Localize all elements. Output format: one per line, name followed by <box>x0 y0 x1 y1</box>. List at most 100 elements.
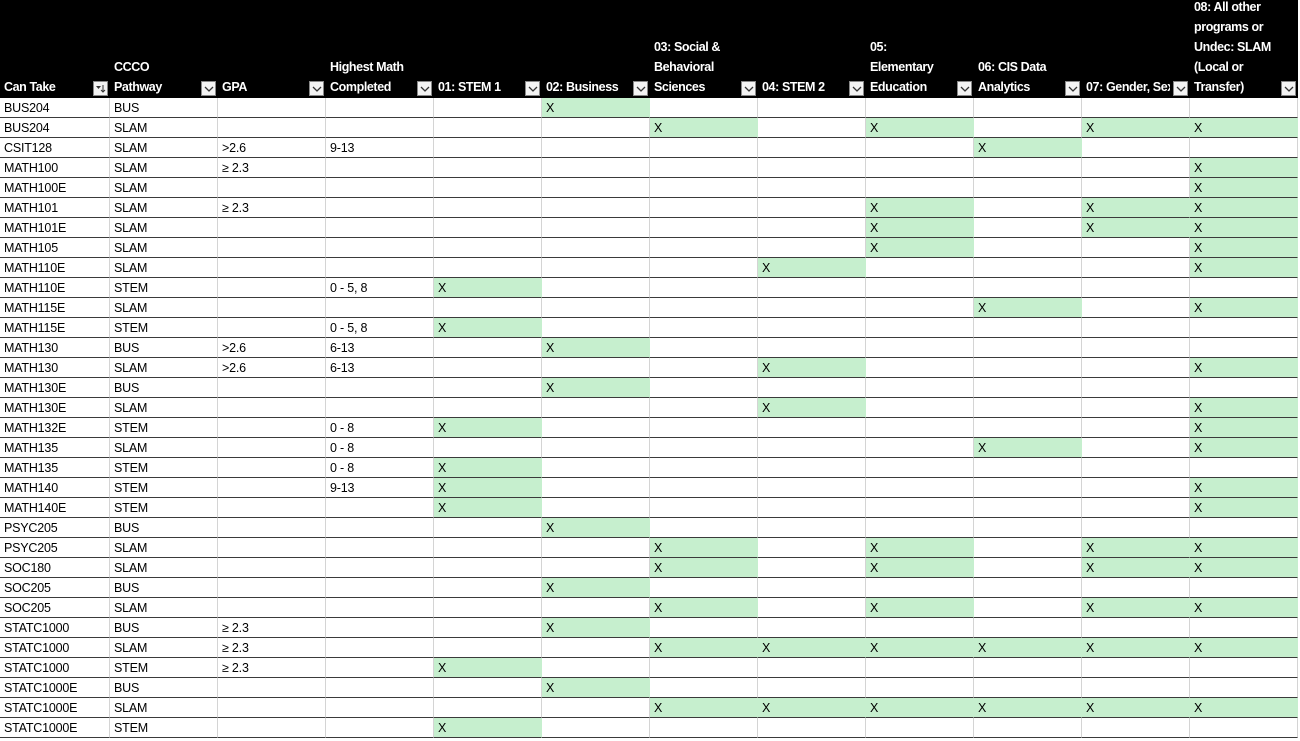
cell <box>650 318 758 338</box>
dropdown-icon <box>960 86 970 92</box>
cell <box>866 498 974 518</box>
cell: MATH115E <box>0 298 110 318</box>
eligible-cell: X <box>1190 218 1298 238</box>
cell <box>218 418 326 438</box>
cell: STEM <box>110 498 218 518</box>
cell <box>218 318 326 338</box>
cell <box>434 238 542 258</box>
filter-button[interactable] <box>417 81 432 96</box>
cell: 6-13 <box>326 358 434 378</box>
cell <box>434 338 542 358</box>
eligible-cell: X <box>434 498 542 518</box>
cell <box>974 658 1082 678</box>
cell <box>1082 278 1190 298</box>
cell <box>758 538 866 558</box>
cell <box>758 678 866 698</box>
cell <box>866 278 974 298</box>
eligible-cell: X <box>1190 258 1298 278</box>
cell: MATH135 <box>0 458 110 478</box>
cell <box>542 238 650 258</box>
cell: MATH130E <box>0 378 110 398</box>
eligible-cell: X <box>1190 478 1298 498</box>
cell <box>974 598 1082 618</box>
eligible-cell: X <box>650 698 758 718</box>
cell <box>974 378 1082 398</box>
cell <box>758 178 866 198</box>
eligible-cell: X <box>1190 158 1298 178</box>
cell <box>866 458 974 478</box>
cell <box>542 218 650 238</box>
cell <box>542 118 650 138</box>
cell <box>1082 438 1190 458</box>
filter-button[interactable] <box>309 81 324 96</box>
cell <box>1190 578 1298 598</box>
filter-button[interactable] <box>1173 81 1188 96</box>
eligible-cell: X <box>866 238 974 258</box>
cell <box>542 498 650 518</box>
filter-button[interactable] <box>1281 81 1296 96</box>
filter-button[interactable] <box>525 81 540 96</box>
cell <box>542 158 650 178</box>
filter-button[interactable] <box>1065 81 1080 96</box>
cell <box>434 198 542 218</box>
dropdown-icon <box>636 86 646 92</box>
cell <box>542 598 650 618</box>
cell <box>974 198 1082 218</box>
cell <box>1082 238 1190 258</box>
cell <box>866 158 974 178</box>
filter-button[interactable] <box>93 81 108 96</box>
cell: 0 - 8 <box>326 418 434 438</box>
filter-button[interactable] <box>201 81 216 96</box>
filter-button[interactable] <box>741 81 756 96</box>
cell <box>1082 338 1190 358</box>
eligible-cell: X <box>650 558 758 578</box>
cell <box>326 558 434 578</box>
cell <box>326 178 434 198</box>
dropdown-icon <box>1068 86 1078 92</box>
eligible-cell: X <box>1190 198 1298 218</box>
cell <box>434 438 542 458</box>
cell <box>758 418 866 438</box>
cell <box>650 418 758 438</box>
header-label: Highest Math Completed <box>330 60 404 94</box>
cell <box>542 458 650 478</box>
cell <box>218 478 326 498</box>
eligible-cell: X <box>866 198 974 218</box>
eligible-cell: X <box>1082 538 1190 558</box>
filter-button[interactable] <box>633 81 648 96</box>
cell: SLAM <box>110 358 218 378</box>
cell: SLAM <box>110 258 218 278</box>
cell <box>758 518 866 538</box>
column-header: 03: Social & Behavioral Sciences <box>650 0 758 98</box>
cell <box>542 178 650 198</box>
cell: BUS <box>110 378 218 398</box>
filter-button[interactable] <box>957 81 972 96</box>
cell <box>218 98 326 118</box>
cell <box>218 458 326 478</box>
cell <box>650 158 758 178</box>
cell <box>1190 138 1298 158</box>
cell: ≥ 2.3 <box>218 658 326 678</box>
dropdown-icon <box>852 86 862 92</box>
cell <box>974 178 1082 198</box>
cell <box>650 298 758 318</box>
cell: ≥ 2.3 <box>218 158 326 178</box>
filter-button[interactable] <box>849 81 864 96</box>
cell: BUS <box>110 518 218 538</box>
cell <box>974 338 1082 358</box>
eligible-cell: X <box>866 698 974 718</box>
column-header: 04: STEM 2 <box>758 0 866 98</box>
cell <box>650 398 758 418</box>
cell <box>434 558 542 578</box>
cell: SLAM <box>110 698 218 718</box>
cell <box>650 478 758 498</box>
cell <box>758 598 866 618</box>
cell: SLAM <box>110 138 218 158</box>
eligible-cell: X <box>974 638 1082 658</box>
cell <box>434 578 542 598</box>
cell <box>758 458 866 478</box>
cell <box>866 358 974 378</box>
header-label: 06: CIS Data Analytics <box>978 60 1047 94</box>
eligible-cell: X <box>434 478 542 498</box>
cell <box>1082 318 1190 338</box>
